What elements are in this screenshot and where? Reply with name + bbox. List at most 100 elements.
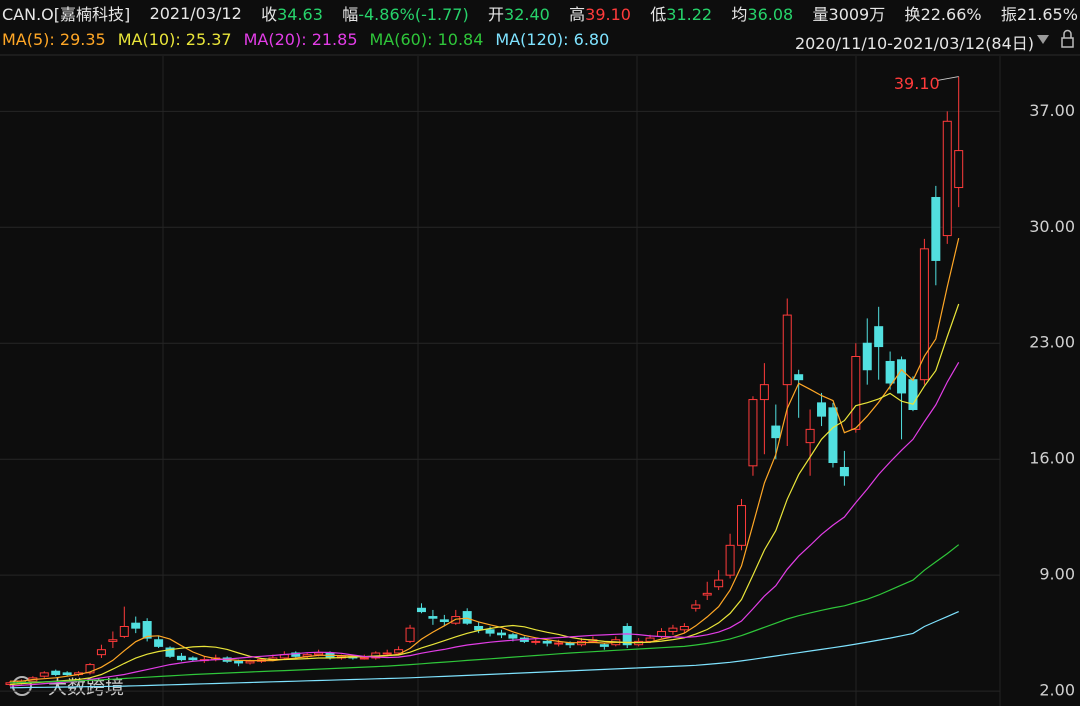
candle-body — [725, 544, 735, 576]
candle-body — [805, 428, 815, 444]
candle-body — [96, 649, 106, 656]
candle-body — [828, 407, 838, 464]
quote-label: 换 — [904, 5, 921, 24]
candle-body — [119, 625, 129, 637]
candle-body — [668, 627, 678, 632]
candle-body — [919, 248, 929, 381]
quote-value: 39.10 — [585, 5, 631, 24]
candle-body — [51, 670, 61, 676]
candle-body — [759, 384, 769, 401]
y-tick-label: 2.00 — [1039, 681, 1075, 700]
quote-value: 3009万 — [828, 5, 886, 24]
candle-body — [394, 649, 404, 654]
quote-item: 换22.66% — [905, 1, 982, 25]
quote-item: 低31.22 — [650, 1, 712, 25]
date-range: 2020/11/10-2021/03/12(84日) — [794, 34, 1034, 53]
lock-icon-shackle — [1063, 29, 1072, 38]
candle-body — [188, 657, 198, 661]
ma-line — [9, 303, 960, 686]
candle-body — [737, 505, 747, 546]
legend-value: 29.35 — [59, 30, 106, 49]
candle-body — [474, 625, 484, 631]
ma-line — [9, 361, 960, 687]
candle-body — [428, 616, 438, 619]
quote-item: 幅-4.86%(-1.77) — [342, 1, 469, 25]
quote-label: 低 — [650, 5, 667, 24]
candle-body — [645, 637, 655, 642]
quote-item: 高39.10 — [569, 1, 631, 25]
candle-body — [782, 314, 792, 386]
ma-line — [10, 237, 960, 682]
quote-value: 36.08 — [747, 5, 794, 24]
ma-line — [9, 611, 959, 689]
candle-body — [245, 660, 255, 664]
legend-value: 25.37 — [185, 30, 232, 49]
legend-name: MA(120): — [495, 30, 569, 49]
legend-name: MA(10): — [117, 30, 181, 49]
candle-body — [954, 150, 964, 189]
lock-icon[interactable] — [1061, 37, 1074, 48]
candle-body — [908, 379, 918, 411]
candle-body — [405, 627, 415, 642]
candle-body — [234, 660, 244, 664]
candle-body — [748, 399, 758, 467]
legend-entry: MA(120): 6.80 — [495, 30, 609, 49]
candle-body — [416, 607, 426, 613]
candle-body — [314, 652, 324, 656]
quote-item: 振21.65% — [1001, 1, 1078, 25]
candle-body — [691, 604, 701, 609]
candle-body — [565, 642, 575, 646]
quote-bar: CAN.O[嘉楠科技] 2021/03/12 收34.63 幅-4.86%(-1.77… — [0, 0, 1080, 26]
candle-body — [485, 629, 495, 634]
quote-label: 开 — [488, 5, 505, 24]
candle-body — [85, 664, 95, 674]
candle-body — [897, 359, 907, 394]
quote-value: 21.65% — [1016, 5, 1078, 24]
y-tick-label: 37.00 — [1029, 101, 1075, 120]
candle-body — [154, 639, 164, 647]
max-label: 39.10 — [894, 74, 940, 93]
candle-body — [851, 355, 861, 430]
quote-label: 均 — [731, 5, 748, 24]
legend-name: MA(20): — [243, 30, 307, 49]
quote-value: 22.66% — [920, 5, 982, 24]
symbol: CAN.O[嘉楠科技] — [2, 5, 131, 24]
quote-item: 收34.63 — [261, 1, 323, 25]
quote-label: 幅 — [342, 5, 359, 24]
legend-value: 10.84 — [437, 30, 484, 49]
quote-date: 2021/03/12 — [149, 3, 242, 23]
candle-body — [942, 120, 952, 237]
legend-value: 6.80 — [573, 30, 610, 49]
candle-body — [771, 425, 781, 439]
candle-body — [165, 647, 175, 657]
quote-label: 量 — [812, 5, 829, 24]
candle-body — [496, 632, 506, 636]
quote-label: 收 — [261, 5, 278, 24]
candle-body — [291, 652, 301, 657]
candle-body — [382, 652, 392, 655]
candle-body — [657, 630, 667, 637]
quote-label: 振 — [1000, 5, 1017, 24]
legend-value: 21.85 — [311, 30, 358, 49]
ma-bar: MA(5): 29.35 MA(10): 25.37 MA(20): 21.85 MA… — [0, 27, 1080, 53]
candle-body — [554, 642, 564, 645]
candle-body — [874, 326, 884, 348]
candle-body — [142, 621, 152, 639]
quote-value: 32.40 — [504, 5, 550, 24]
candle-body — [108, 639, 118, 642]
candle-body — [839, 466, 849, 477]
ma-legend: MA(5): 29.35 MA(10): 25.37 MA(20): 21.85 MA… — [2, 30, 609, 49]
candle-body — [39, 672, 49, 677]
candle-body — [62, 672, 72, 676]
candle-body — [439, 619, 449, 623]
candle-body — [599, 644, 609, 647]
candle-body — [176, 655, 186, 661]
candle-body — [359, 657, 369, 660]
candle-body — [531, 640, 541, 643]
candle-body — [817, 402, 827, 417]
quote-value: 31.22 — [666, 5, 713, 24]
quote-value: 34.63 — [277, 5, 323, 24]
dropdown-icon[interactable] — [1037, 35, 1049, 44]
